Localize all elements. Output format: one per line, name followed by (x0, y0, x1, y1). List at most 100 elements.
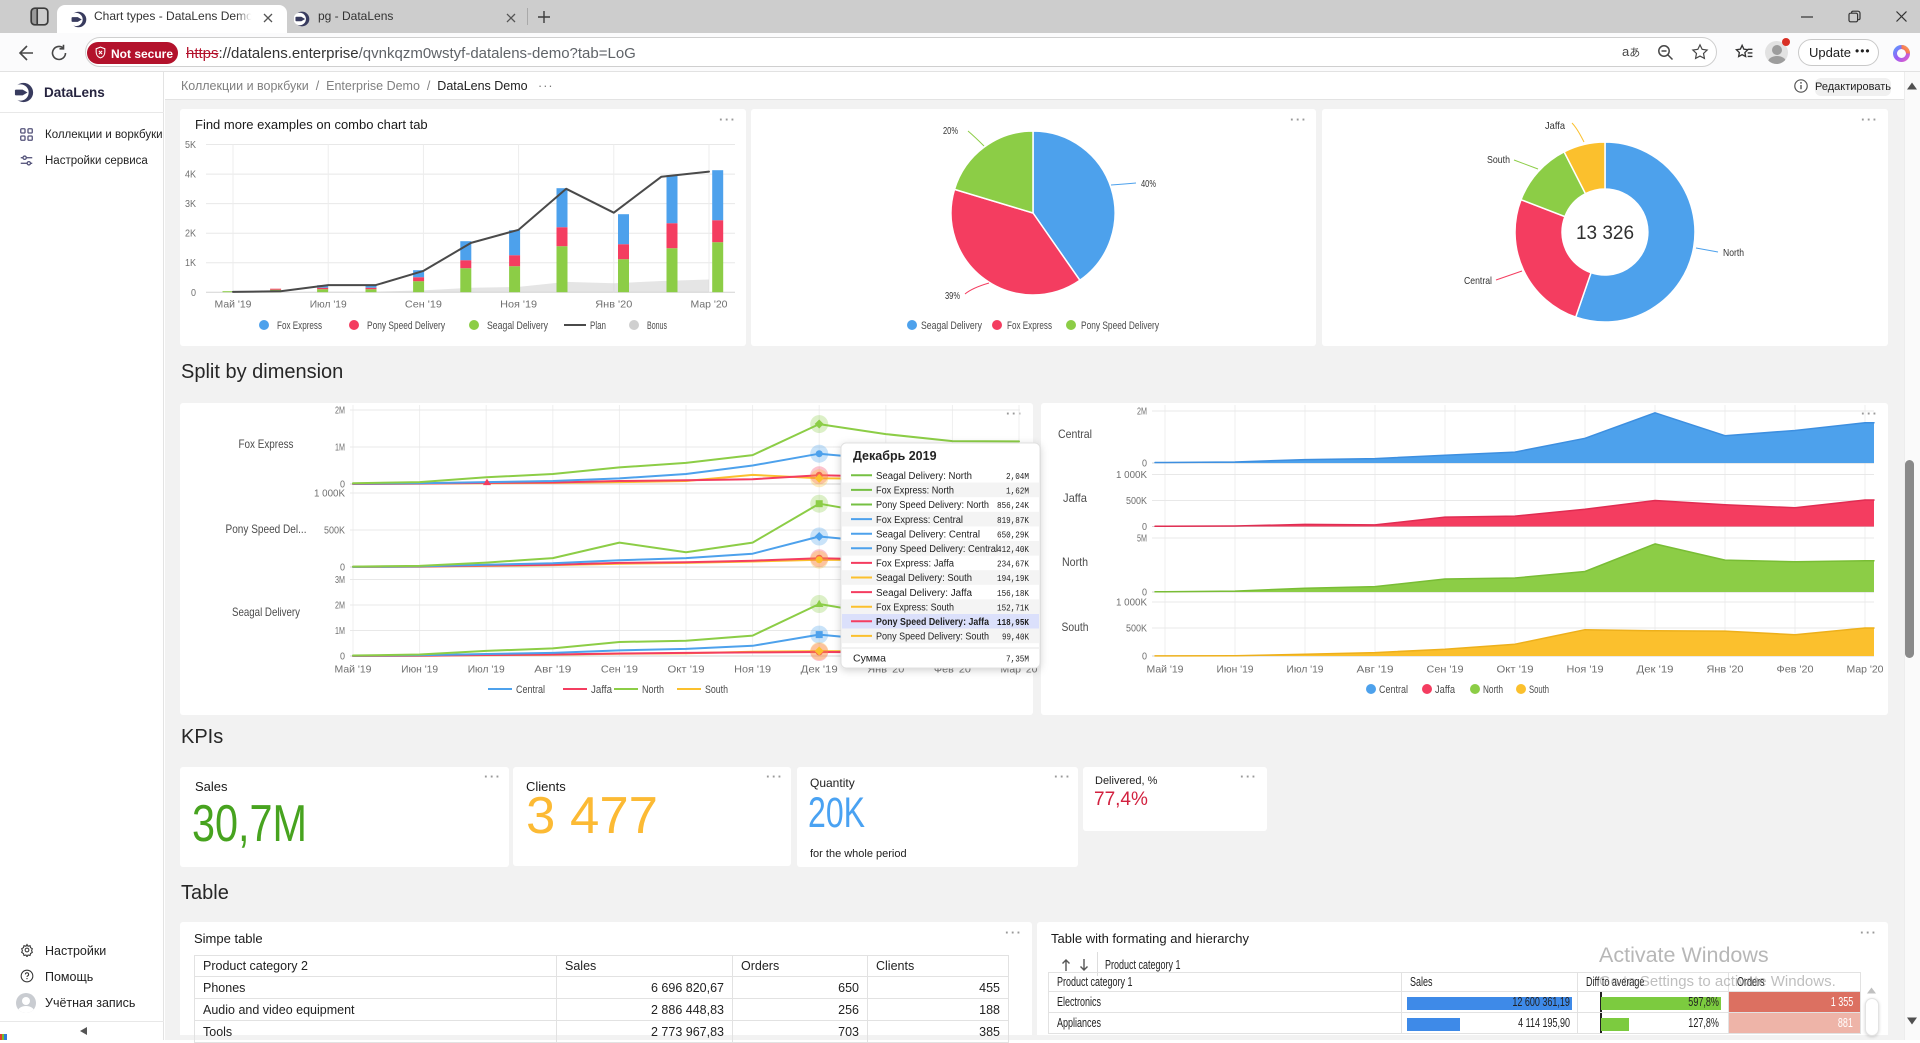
svg-text:Seagal Delivery: Central: Seagal Delivery: Central (876, 529, 980, 540)
svg-text:Seagal Delivery: North: Seagal Delivery: North (876, 471, 972, 482)
svg-text:South: South (1062, 620, 1089, 634)
svg-text:Pony Speed Delivery: Pony Speed Delivery (1081, 320, 1159, 332)
svg-text:1 000K: 1 000K (1116, 470, 1147, 481)
svg-text:0: 0 (340, 480, 345, 491)
svg-text:3 477: 3 477 (526, 787, 658, 845)
svg-text:1M: 1M (335, 443, 345, 454)
svg-text:Seagal Delivery: Seagal Delivery (232, 605, 300, 619)
svg-text:0: 0 (191, 287, 196, 299)
svg-text:1M: 1M (335, 626, 345, 637)
svg-text:20K: 20K (808, 789, 865, 837)
svg-text:0: 0 (1142, 588, 1147, 599)
svg-text:39%: 39% (945, 290, 960, 302)
svg-text:South: South (1487, 154, 1510, 166)
svg-text:Ноя '19: Ноя '19 (500, 299, 537, 311)
svg-text:Plan: Plan (590, 320, 606, 332)
svg-text:Сумма: Сумма (853, 653, 886, 665)
svg-text:40%: 40% (1141, 178, 1156, 190)
svg-text:Авг '19: Авг '19 (534, 664, 571, 676)
svg-text:Seagal Delivery: Jaffa: Seagal Delivery: Jaffa (876, 588, 972, 599)
svg-text:Окт '19: Окт '19 (1497, 664, 1534, 676)
svg-text:Jaffa: Jaffa (1545, 120, 1565, 132)
svg-text:Seagal Delivery: South: Seagal Delivery: South (876, 573, 972, 584)
svg-text:0: 0 (1142, 652, 1147, 663)
svg-text:Июл '19: Июл '19 (1287, 664, 1324, 676)
svg-text:2M: 2M (1137, 407, 1147, 418)
svg-text:Pony Speed Delivery: Jaffa: Pony Speed Delivery: Jaffa (876, 617, 989, 628)
svg-text:194,19K: 194,19K (997, 573, 1029, 584)
svg-text:20%: 20% (943, 125, 958, 137)
svg-text:Fox Express: Fox Express (1007, 320, 1052, 332)
svg-text:Мар '20: Мар '20 (691, 299, 728, 311)
svg-text:0: 0 (1142, 459, 1147, 470)
svg-text:0: 0 (340, 563, 345, 574)
svg-text:Central: Central (1464, 275, 1492, 287)
svg-text:Дек '19: Дек '19 (1637, 664, 1674, 676)
svg-text:412,40K: 412,40K (997, 544, 1029, 555)
svg-text:Окт '19: Окт '19 (668, 664, 705, 676)
svg-text:Дек '19: Дек '19 (801, 664, 838, 676)
svg-text:1 000K: 1 000K (1116, 598, 1147, 609)
svg-text:North: North (1483, 684, 1503, 696)
svg-text:5K: 5K (185, 139, 196, 151)
svg-text:Май '19: Май '19 (1147, 664, 1184, 676)
svg-text:Июн '19: Июн '19 (401, 664, 438, 676)
svg-text:1K: 1K (185, 257, 196, 269)
svg-text:Янв '20: Янв '20 (595, 299, 632, 311)
svg-text:North: North (642, 684, 664, 696)
svg-text:650,29K: 650,29K (997, 529, 1029, 540)
svg-text:South: South (1529, 684, 1549, 696)
svg-text:Jaffa: Jaffa (1063, 491, 1087, 505)
svg-text:Fox Express: North: Fox Express: North (876, 486, 954, 497)
svg-text:Fox Express: Fox Express (277, 320, 322, 332)
svg-text:1,62M: 1,62M (1006, 486, 1029, 497)
svg-text:856,24K: 856,24K (997, 500, 1029, 511)
svg-text:Pony Speed Del...: Pony Speed Del... (226, 522, 307, 536)
svg-text:Май '19: Май '19 (215, 299, 252, 311)
svg-text:North: North (1062, 555, 1088, 569)
svg-text:13 326: 13 326 (1576, 223, 1634, 244)
svg-text:Декабрь 2019: Декабрь 2019 (853, 449, 937, 463)
svg-text:Pony Speed Delivery: Pony Speed Delivery (367, 320, 445, 332)
svg-text:3K: 3K (185, 198, 196, 210)
svg-text:Pony Speed Delivery: Central: Pony Speed Delivery: Central (876, 544, 998, 555)
svg-text:0: 0 (340, 652, 345, 663)
svg-text:0: 0 (1142, 522, 1147, 533)
svg-text:Янв '20: Янв '20 (1707, 664, 1744, 676)
svg-text:Фев '20: Фев '20 (1777, 664, 1814, 676)
svg-text:234,67K: 234,67K (997, 559, 1029, 570)
svg-text:Сен '19: Сен '19 (601, 664, 638, 676)
svg-text:Bonus: Bonus (647, 320, 667, 332)
svg-text:Jaffa: Jaffa (1435, 684, 1455, 696)
svg-text:Ноя '19: Ноя '19 (1567, 664, 1604, 676)
svg-text:South: South (705, 684, 728, 696)
svg-text:Seagal Delivery: Seagal Delivery (487, 320, 548, 332)
svg-text:7,35M: 7,35M (1006, 654, 1029, 665)
svg-text:1 000K: 1 000K (314, 489, 345, 500)
svg-text:Central: Central (1379, 684, 1408, 696)
svg-text:4K: 4K (185, 169, 196, 181)
svg-text:Авг '19: Авг '19 (1357, 664, 1394, 676)
svg-text:Июл '19: Июл '19 (468, 664, 505, 676)
svg-text:99,40K: 99,40K (1002, 632, 1029, 643)
svg-text:North: North (1723, 247, 1744, 259)
svg-text:5M: 5M (1137, 534, 1147, 545)
svg-text:156,18K: 156,18K (997, 588, 1029, 599)
svg-text:2M: 2M (335, 406, 345, 417)
svg-text:Seagal Delivery: Seagal Delivery (921, 320, 982, 332)
svg-text:Central: Central (516, 684, 545, 696)
svg-text:500K: 500K (1126, 496, 1147, 507)
svg-text:Fox Express: Jaffa: Fox Express: Jaffa (876, 559, 954, 570)
svg-text:Июн '19: Июн '19 (1217, 664, 1254, 676)
svg-text:Fox Express: South: Fox Express: South (876, 602, 954, 613)
svg-text:Сен '19: Сен '19 (405, 299, 442, 311)
svg-text:Мар '20: Мар '20 (1847, 664, 1884, 676)
svg-text:500K: 500K (1126, 624, 1147, 635)
svg-text:500K: 500K (324, 526, 345, 537)
svg-text:Pony Speed Delivery: North: Pony Speed Delivery: North (876, 500, 989, 511)
svg-text:30,7M: 30,7M (192, 795, 307, 853)
svg-text:2,04M: 2,04M (1006, 471, 1029, 482)
svg-text:Jaffa: Jaffa (591, 684, 612, 696)
svg-text:Май '19: Май '19 (335, 664, 372, 676)
svg-text:819,87K: 819,87K (997, 515, 1029, 526)
